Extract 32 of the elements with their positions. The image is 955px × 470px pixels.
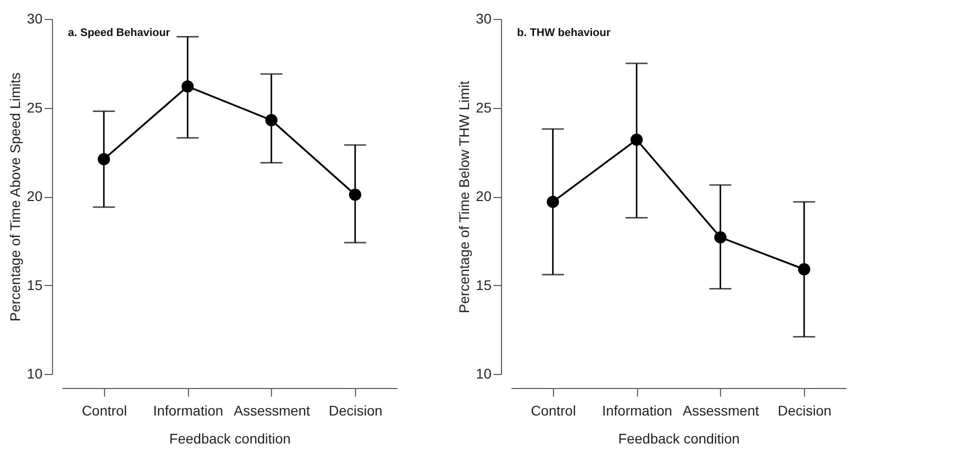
y-tick-label: 25 xyxy=(26,99,43,116)
point xyxy=(182,80,194,93)
point xyxy=(98,153,110,166)
y-tick-label: 10 xyxy=(26,366,43,382)
text: a. Speed Behaviour xyxy=(68,27,171,39)
y-tick-label: 10 xyxy=(476,366,492,382)
y-tick-label: 30 xyxy=(476,10,492,26)
point xyxy=(349,188,362,201)
x-tick-label: Information xyxy=(153,402,224,418)
y-tick-label: 15 xyxy=(26,276,43,293)
y-tick-label: 25 xyxy=(476,99,492,116)
point xyxy=(714,231,726,244)
x-tick-label: Decision xyxy=(778,402,832,418)
x-axis-title: Feedback condition xyxy=(169,430,291,446)
x-tick-label: Control xyxy=(530,402,576,418)
y-tick-label: 15 xyxy=(476,276,492,293)
x-tick-label: Decision xyxy=(328,402,382,418)
x-tick-label: Assessment xyxy=(234,402,310,418)
point xyxy=(630,134,643,146)
y-tick-label: 20 xyxy=(476,188,492,204)
y-axis-title: Percentage of Time Above Speed Limits xyxy=(6,72,23,322)
y-axis-title: Percentage of Time Below THW Limit xyxy=(456,80,472,314)
point xyxy=(265,114,278,126)
x-tick-label: Assessment xyxy=(682,402,760,418)
y-tick-label: 30 xyxy=(26,10,43,26)
text: b. THW behaviour xyxy=(517,27,612,39)
x-tick-label: Information xyxy=(602,402,672,418)
point xyxy=(798,263,810,276)
point xyxy=(546,196,559,208)
x-tick-label: Control xyxy=(82,402,127,418)
y-tick-label: 20 xyxy=(26,188,43,204)
x-axis-title: Feedback condition xyxy=(618,430,740,446)
